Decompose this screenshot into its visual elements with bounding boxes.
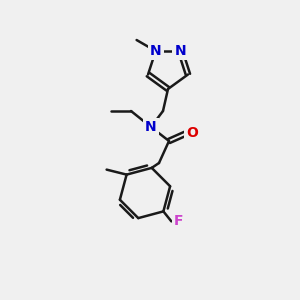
Text: N: N xyxy=(145,120,157,134)
Text: N: N xyxy=(150,44,161,58)
Text: O: O xyxy=(186,126,198,140)
Text: N: N xyxy=(175,44,186,58)
Text: F: F xyxy=(174,214,183,228)
